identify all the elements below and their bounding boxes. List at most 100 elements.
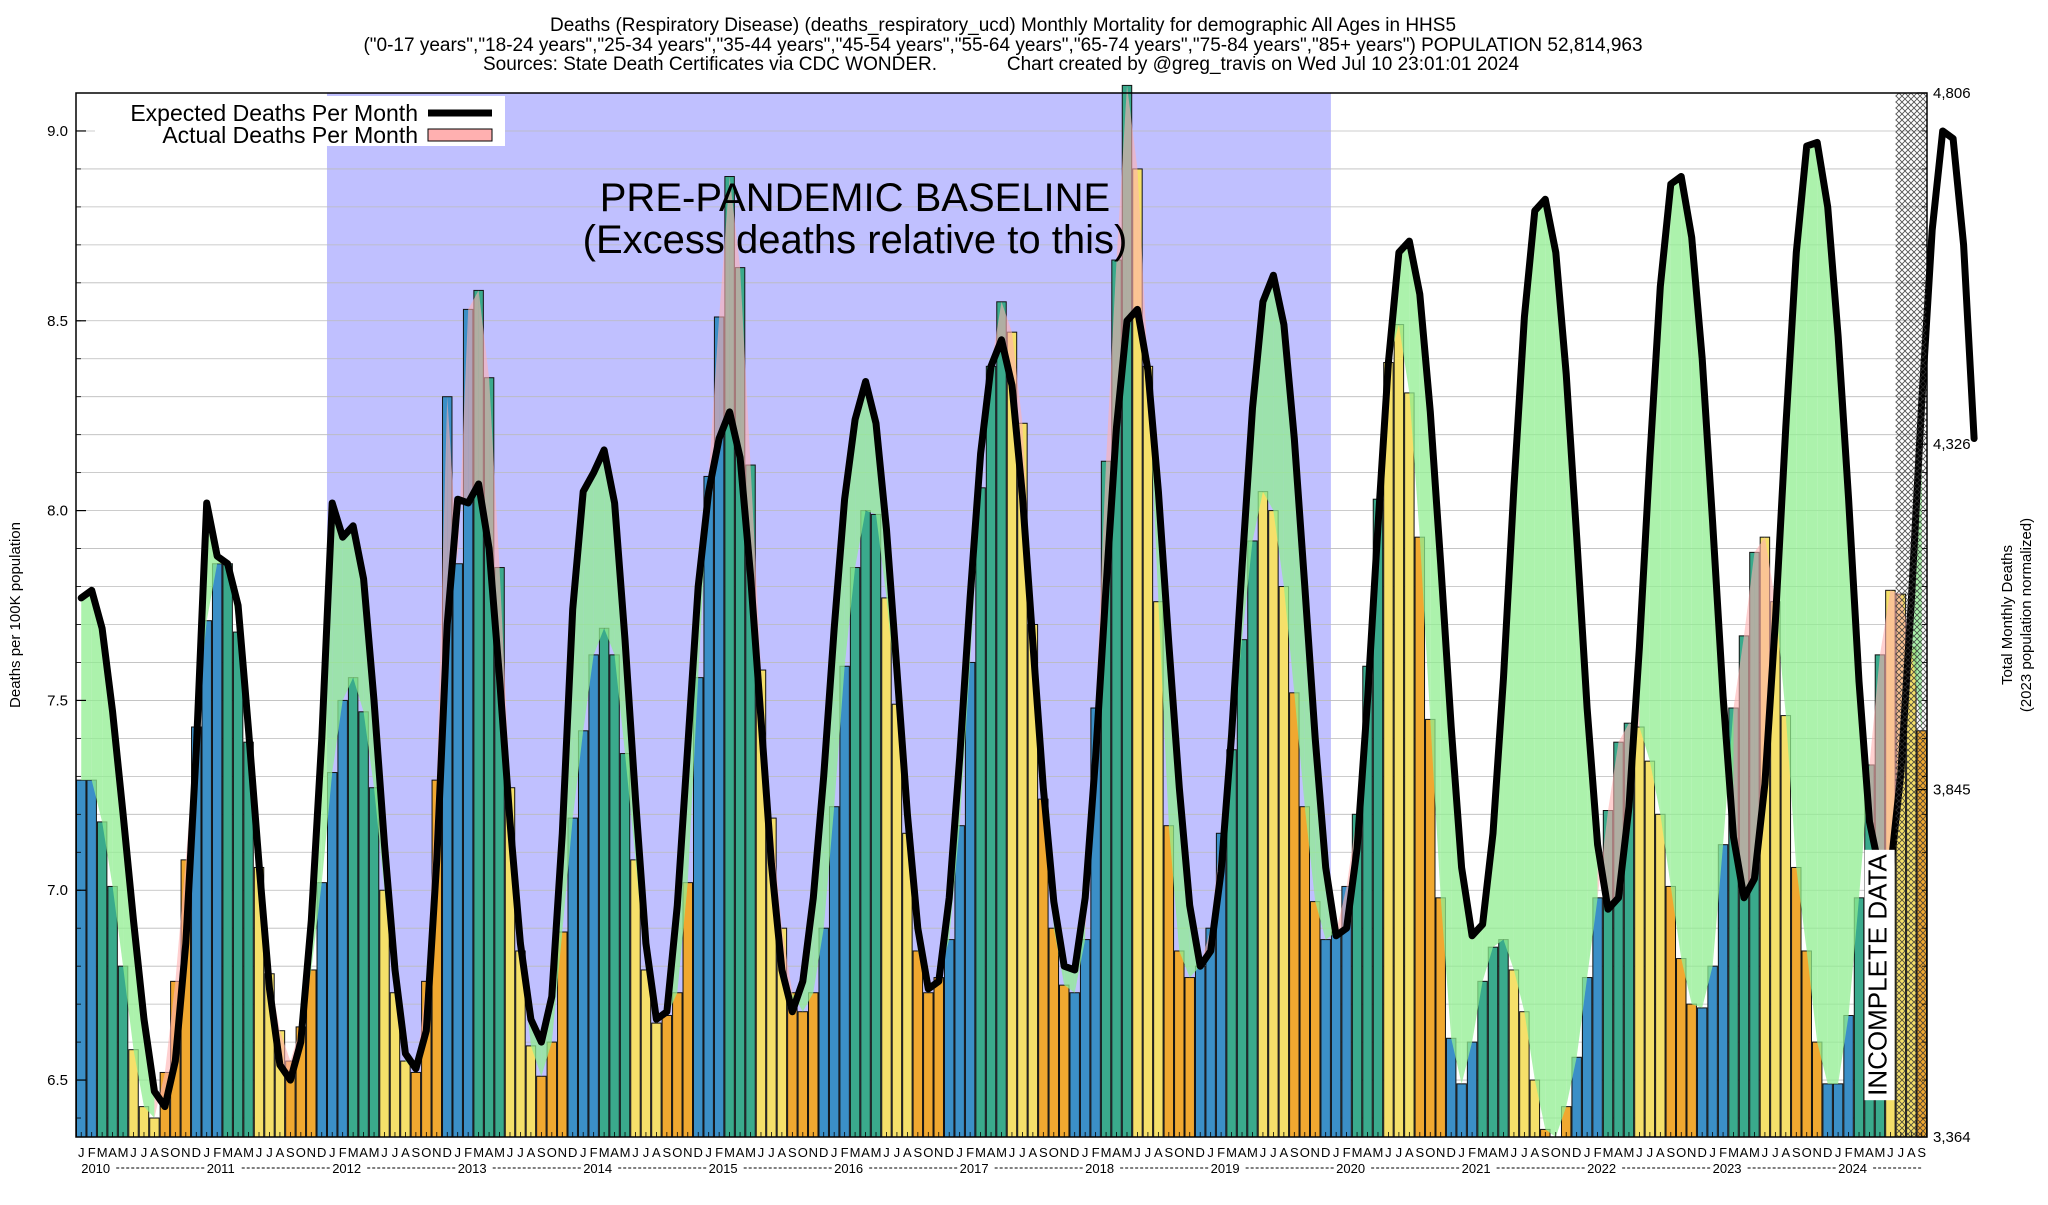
- month-label: J: [1019, 1145, 1026, 1160]
- bar: [881, 597, 892, 1138]
- month-label: N: [1185, 1145, 1194, 1160]
- month-label: N: [1687, 1145, 1696, 1160]
- chart-title: Deaths (Respiratory Disease) (deaths_res…: [550, 15, 1456, 36]
- month-label: F: [88, 1145, 96, 1160]
- month-label: J: [1762, 1145, 1769, 1160]
- bar: [379, 889, 390, 1138]
- month-label: J: [507, 1145, 514, 1160]
- month-label: M: [620, 1145, 631, 1160]
- year-label: 2016: [834, 1161, 863, 1176]
- month-label: F: [1468, 1145, 1476, 1160]
- month-label: M: [1875, 1145, 1886, 1160]
- bar: [1686, 1003, 1697, 1138]
- y2-tick-label: 4,326: [1933, 436, 1971, 453]
- bar: [1194, 965, 1206, 1138]
- month-label: S: [537, 1145, 546, 1160]
- bar: [410, 1071, 422, 1138]
- year-label-bg: [581, 1161, 618, 1175]
- bar: [954, 825, 965, 1138]
- month-label: D: [1070, 1145, 1079, 1160]
- bar: [1592, 897, 1603, 1138]
- month-label: A: [1740, 1145, 1749, 1160]
- month-label: M: [369, 1145, 380, 1160]
- month-label: A: [1238, 1145, 1247, 1160]
- month-label: F: [339, 1145, 347, 1160]
- month-label: J: [1636, 1145, 1643, 1160]
- month-label: O: [1676, 1145, 1686, 1160]
- month-label: M: [599, 1145, 610, 1160]
- bar: [201, 620, 212, 1138]
- bar: [525, 1045, 537, 1138]
- bar: [1425, 718, 1436, 1138]
- month-label: J: [1647, 1145, 1654, 1160]
- excess-segment: [834, 499, 845, 807]
- month-label: D: [694, 1145, 703, 1160]
- y2-axis-label: Total Monthly Deaths: [1999, 545, 2016, 685]
- month-label: J: [705, 1145, 712, 1160]
- month-label: J: [1521, 1145, 1528, 1160]
- month-label: J: [78, 1145, 85, 1160]
- month-label: A: [234, 1145, 243, 1160]
- excess-segment: [1273, 275, 1284, 587]
- month-label: S: [1917, 1145, 1926, 1160]
- month-label: F: [841, 1145, 849, 1160]
- year-label-bg: [204, 1161, 241, 1175]
- y-tick-label: 9.0: [47, 123, 68, 140]
- year-label-bg: [1208, 1161, 1245, 1175]
- bar: [1791, 866, 1802, 1138]
- excess-segment: [1200, 928, 1211, 967]
- baseline-subtitle: (Excess deaths relative to this): [583, 218, 1128, 262]
- bar: [86, 779, 97, 1138]
- year-label: 2024: [1838, 1161, 1867, 1176]
- month-label: M: [243, 1145, 254, 1160]
- month-label: A: [108, 1145, 117, 1160]
- month-label: S: [412, 1145, 421, 1160]
- month-label: D: [1572, 1145, 1581, 1160]
- y-tick-label: 8.5: [47, 313, 68, 330]
- bar: [1310, 901, 1321, 1138]
- bar: [232, 631, 244, 1138]
- bar: [640, 969, 652, 1138]
- year-label: 2021: [1462, 1161, 1491, 1176]
- year-label-bg: [957, 1161, 994, 1175]
- bar: [400, 1060, 411, 1138]
- year-label-bg: [706, 1161, 743, 1175]
- year-label: 2013: [458, 1161, 487, 1176]
- bar: [1289, 692, 1300, 1138]
- bar: [1477, 980, 1488, 1138]
- month-label: M: [97, 1145, 108, 1160]
- excess-segment: [1660, 184, 1671, 887]
- excess-segment: [583, 472, 594, 731]
- bar: [996, 301, 1007, 1138]
- month-label: N: [1436, 1145, 1445, 1160]
- year-label: 2015: [709, 1161, 738, 1176]
- month-label: J: [130, 1145, 137, 1160]
- bar: [1498, 939, 1509, 1138]
- month-label: M: [473, 1145, 484, 1160]
- bar: [1665, 885, 1677, 1138]
- month-label: J: [329, 1145, 336, 1160]
- excess-segment: [342, 525, 354, 701]
- bar: [1445, 1037, 1457, 1138]
- month-label: O: [1551, 1145, 1561, 1160]
- excess-segment: [1262, 275, 1274, 511]
- year-label: 2010: [81, 1161, 110, 1176]
- month-label: D: [1195, 1145, 1204, 1160]
- month-label: M: [1247, 1145, 1258, 1160]
- month-label: A: [1280, 1145, 1289, 1160]
- month-label: O: [547, 1145, 557, 1160]
- month-label: M: [1498, 1145, 1509, 1160]
- bar: [609, 654, 620, 1138]
- month-label: F: [1845, 1145, 1853, 1160]
- month-label: J: [1835, 1145, 1842, 1160]
- month-label: J: [1772, 1145, 1779, 1160]
- excess-segment: [572, 491, 584, 819]
- sources-text: Sources: State Death Certificates via CD…: [483, 54, 937, 75]
- excess-segment: [1398, 241, 1410, 393]
- month-label: A: [1614, 1145, 1623, 1160]
- month-label: O: [1802, 1145, 1812, 1160]
- excess-segment: [1440, 563, 1452, 1039]
